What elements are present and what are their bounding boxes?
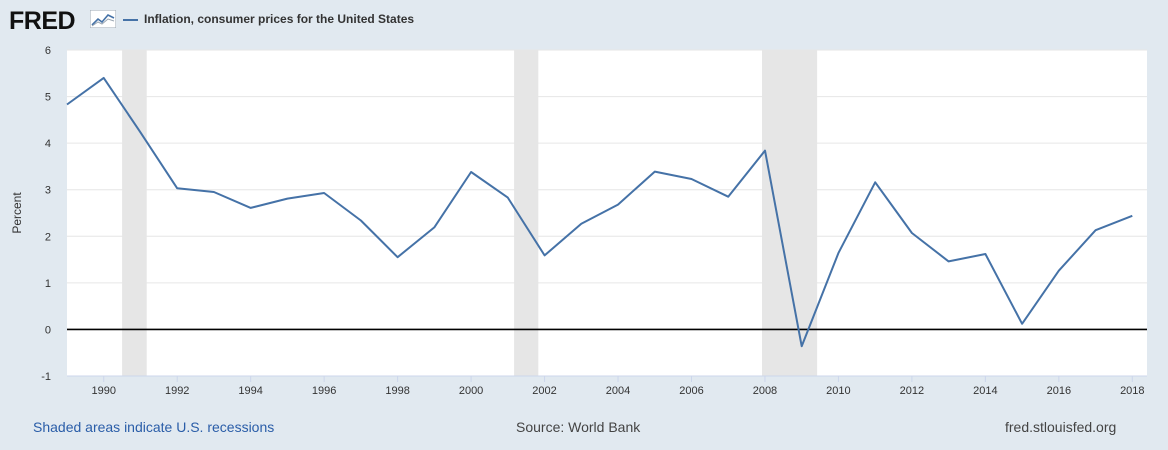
x-tick-label: 2004 [606,385,630,397]
chart: -1 0 1 2 3 4 5 6 1990 1992 1994 1996 1998 2000 2002 20… [10,45,1147,397]
data-point[interactable] [468,169,474,175]
fred-line-graph-icon [90,10,116,28]
x-tick-label: 2014 [973,385,997,397]
x-tick-label: 2000 [459,385,483,397]
x-tick-label: 2016 [1047,385,1071,397]
data-point[interactable] [1093,227,1099,233]
series-layer [64,75,1135,349]
data-point[interactable] [762,148,768,154]
data-point[interactable] [431,224,437,230]
data-point[interactable] [946,258,952,264]
y-tick-label: 4 [45,138,51,150]
data-point[interactable] [615,202,621,208]
y-tick-label: 0 [45,324,51,336]
header: FRED Inflation, consumer prices for the … [0,0,1168,40]
data-point[interactable] [872,179,878,185]
data-point[interactable] [1019,321,1025,327]
data-point[interactable] [688,176,694,182]
y-tick-label: 2 [45,231,51,243]
y-axis-title: Percent [10,192,24,234]
data-point[interactable] [505,195,511,201]
data-point[interactable] [211,189,217,195]
data-point[interactable] [1129,213,1135,219]
x-axis: 1990 1992 1994 1996 1998 2000 2002 2004 2006 2008… [67,375,1147,397]
legend-label: Inflation, consumer prices for the Unite… [144,12,415,26]
data-point[interactable] [835,250,841,256]
x-tick-label: 2006 [679,385,703,397]
x-tick-label: 2018 [1120,385,1144,397]
x-tick-label: 2010 [826,385,850,397]
data-point[interactable] [358,217,364,223]
y-tick-label: 5 [45,92,51,104]
data-point[interactable] [248,205,254,211]
x-tick-label: 1994 [238,385,262,397]
data-point[interactable] [174,185,180,191]
gridlines [67,49,1147,331]
source-text: Source: World Bank [516,419,641,435]
y-tick-label: 3 [45,185,51,197]
x-tick-label: 1992 [165,385,189,397]
data-point[interactable] [982,251,988,257]
x-tick-label: 1998 [385,385,409,397]
y-tick-label: 1 [45,278,51,290]
x-tick-label: 1990 [91,385,115,397]
recession-band-2 [762,50,818,376]
data-point[interactable] [909,230,915,236]
data-point[interactable] [284,196,290,202]
legend-swatch [123,19,138,21]
data-point[interactable] [321,190,327,196]
data-point[interactable] [101,75,107,81]
y-tick-label: 6 [45,45,51,57]
data-point[interactable] [1056,268,1062,274]
data-point[interactable] [64,101,70,107]
fred-logo[interactable]: FRED [9,7,76,35]
data-point[interactable] [395,254,401,260]
fred-url-link[interactable]: fred.stlouisfed.org [1005,419,1117,435]
x-tick-label: 1996 [312,385,336,397]
data-point[interactable] [799,343,805,349]
x-tick-label: 2008 [753,385,777,397]
x-tick-label: 2002 [532,385,556,397]
y-axis: -1 0 1 2 3 4 5 6 [41,45,51,383]
plot-area [67,50,1147,376]
data-point[interactable] [652,169,658,175]
series-line-0[interactable] [66,76,1133,348]
recession-shading [122,50,818,376]
recession-band-0 [122,50,147,376]
data-point[interactable] [542,252,548,258]
x-tick-label: 2012 [900,385,924,397]
data-point[interactable] [725,194,731,200]
y-tick-label: -1 [41,371,51,383]
data-point[interactable] [578,221,584,227]
recession-note-link[interactable]: Shaded areas indicate U.S. recessions [33,419,275,435]
data-point[interactable] [137,129,143,135]
